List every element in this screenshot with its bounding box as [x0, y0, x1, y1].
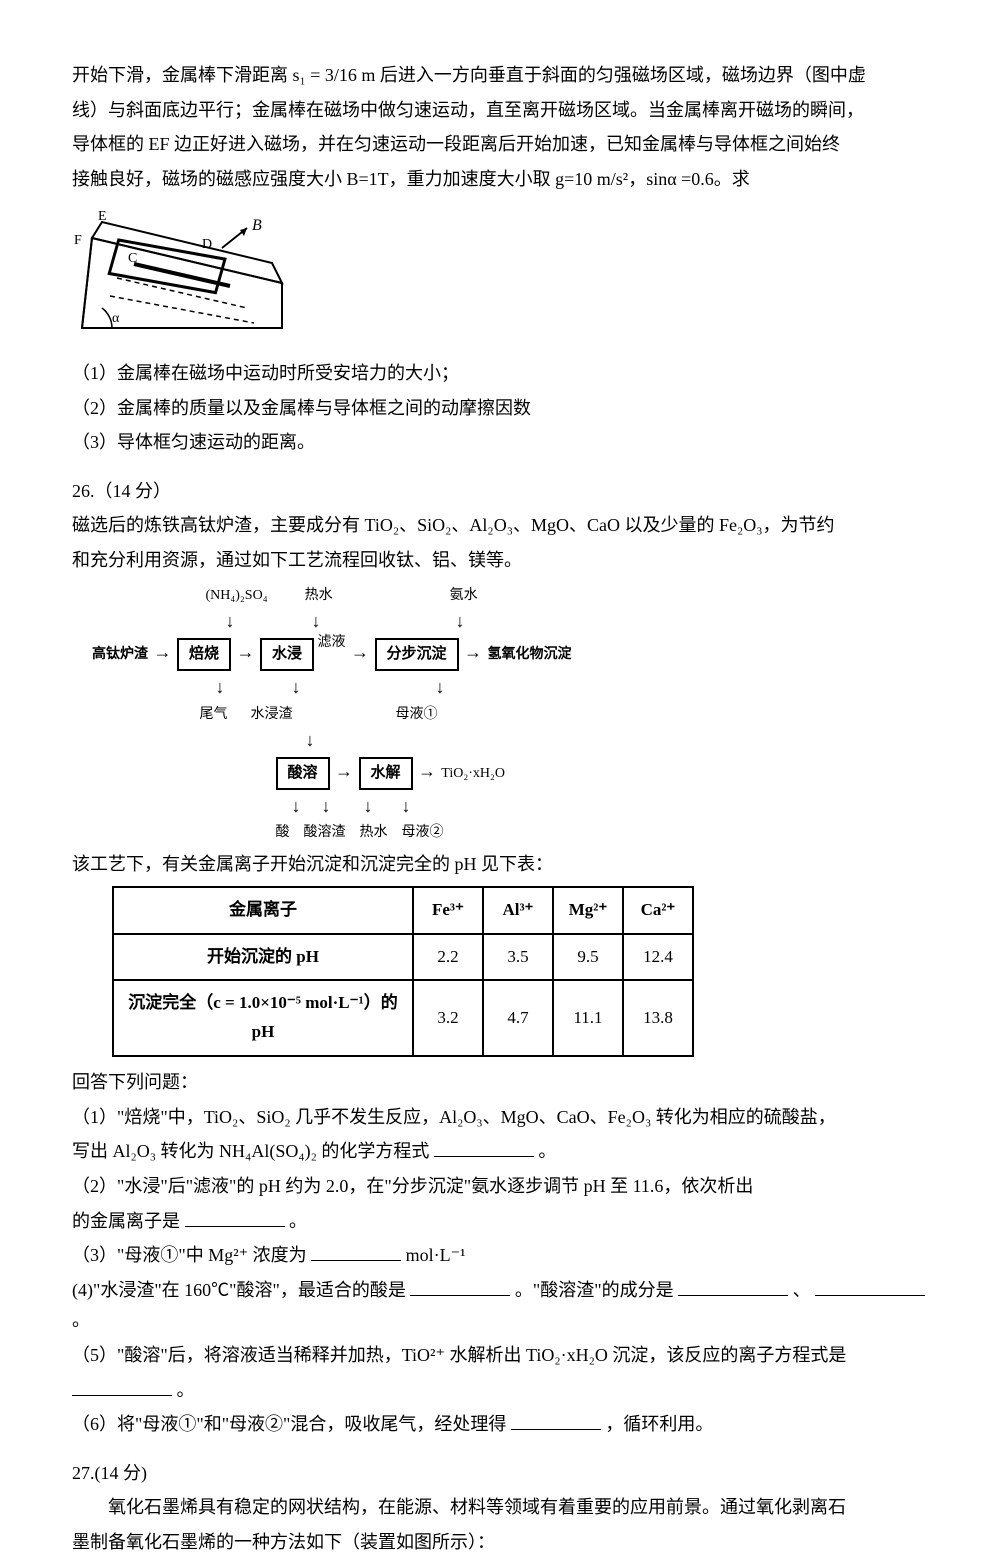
blank-a4-2 [678, 1278, 788, 1296]
q26-header: 26.（14 分） [72, 476, 928, 507]
flow-in-left: 高钛炉渣 [92, 647, 148, 662]
q26-a2a: （2）"水浸"后"滤液"的 pH 约为 2.0，在"分步沉淀"氨水逐步调节 pH… [72, 1171, 928, 1202]
th-ion: 金属离子 [113, 887, 413, 934]
q25-sub2: （2）金属棒的质量以及金属棒与导体框之间的动摩擦因数 [72, 393, 928, 424]
q26-a4-line: (4)"水浸渣"在 160℃"酸溶"，最适合的酸是 。"酸溶渣"的成分是 、 。 [72, 1275, 928, 1336]
q26-a2c: 。 [289, 1211, 307, 1231]
th-al: Al³⁺ [483, 887, 553, 934]
q27-line2: 墨制备氧化石墨烯的一种方法如下（装置如图所示）： [72, 1527, 928, 1558]
blank-a1 [434, 1139, 534, 1157]
q26-table-intro: 该工艺下，有关金属离子开始沉淀和沉淀完全的 pH 见下表： [72, 849, 928, 880]
flow-bottom-labels: 酸 酸溶渣 热水 母液② [276, 825, 444, 840]
flow-in-top1: (NH₄)₂SO₄ [206, 588, 268, 603]
r1-label: 开始沉淀的 pH [113, 934, 413, 981]
r2-ca: 13.8 [623, 980, 693, 1056]
blank-a4-3 [815, 1278, 925, 1296]
table-row: 开始沉淀的 pH 2.2 3.5 9.5 12.4 [113, 934, 693, 981]
q25-sub1: （1）金属棒在磁场中运动时所受安培力的大小； [72, 358, 928, 389]
q26-a1a: （1）"焙烧"中，TiO₂、SiO₂ 几乎不发生反应，Al₂O₃、MgO、CaO… [72, 1102, 928, 1133]
r2-mg: 11.1 [553, 980, 623, 1056]
label-D: D [202, 237, 212, 252]
q26-intro1: 磁选后的炼铁高钛炉渣，主要成分有 TiO₂、SiO₂、Al₂O₃、MgO、CaO… [72, 510, 928, 541]
q26-answer-header: 回答下列问题： [72, 1067, 928, 1098]
label-F: F [74, 233, 82, 248]
r2-al: 4.7 [483, 980, 553, 1056]
blank-a2 [185, 1209, 285, 1227]
q26-a5b: 。 [177, 1380, 195, 1400]
r1-ca: 12.4 [623, 934, 693, 981]
table-row: 沉淀完全（c = 1.0×10⁻⁵ mol·L⁻¹）的 pH 3.2 4.7 1… [113, 980, 693, 1056]
q25-line4: 接触良好，磁场的磁感应强度大小 B=1T，重力加速度大小取 g=10 m/s²，… [72, 164, 928, 195]
q26-a5-line: 。 [72, 1375, 928, 1406]
q26-a3a: （3）"母液①"中 Mg²⁺ 浓度为 [72, 1245, 307, 1265]
ion-ph-table: 金属离子 Fe³⁺ Al³⁺ Mg²⁺ Ca²⁺ 开始沉淀的 pH 2.2 3.… [112, 886, 694, 1058]
flow-tailgas: 尾气 [200, 707, 228, 722]
q25-sub3: （3）导体框匀速运动的距离。 [72, 427, 928, 458]
incline-diagram-svg: E F C D B α [72, 208, 292, 338]
q26-a2b: 的金属离子是 [72, 1211, 180, 1231]
q26-a4c: 、 [793, 1280, 811, 1300]
label-E: E [98, 209, 107, 224]
blank-a3 [311, 1243, 401, 1261]
r1-mg: 9.5 [553, 934, 623, 981]
q26-a4d: 。 [72, 1310, 90, 1330]
blank-a5 [72, 1378, 172, 1396]
q26-a1-line: 写出 Al₂O₃ 转化为 NH₄Al(SO₄)₂ 的化学方程式 。 [72, 1136, 928, 1167]
r1-al: 3.5 [483, 934, 553, 981]
label-B: B [252, 217, 262, 234]
flow-node-precip: 分步沉淀 [375, 638, 459, 671]
label-C: C [128, 251, 137, 266]
flow-in-top2: 热水 [305, 588, 333, 603]
q26-a3b: mol·L⁻¹ [406, 1245, 466, 1265]
table-row: 金属离子 Fe³⁺ Al³⁺ Mg²⁺ Ca²⁺ [113, 887, 693, 934]
blank-a4-1 [410, 1278, 510, 1296]
q26-a1b: 写出 Al₂O₃ 转化为 NH₄Al(SO₄)₂ 的化学方程式 [72, 1141, 429, 1161]
th-fe: Fe³⁺ [413, 887, 483, 934]
q26-a4b: 。"酸溶渣"的成分是 [515, 1280, 674, 1300]
q25-line3: 导体框的 EF 边正好进入磁场，并在匀速运动一段距离后开始加速，已知金属棒与导体… [72, 129, 928, 160]
q25-figure: E F C D B α [72, 208, 928, 348]
q26-a2-line: 的金属离子是 。 [72, 1206, 928, 1237]
th-ca: Ca²⁺ [623, 887, 693, 934]
flow-mother1: 母液① [396, 707, 438, 722]
q26-a6-line: （6）将"母液①"和"母液②"混合，吸收尾气，经处理得 ，循环利用。 [72, 1409, 928, 1440]
flow-out-hydroxide: 氢氧化物沉淀 [488, 647, 572, 662]
r2-fe: 3.2 [413, 980, 483, 1056]
flow-node-leach: 水浸 [260, 638, 314, 671]
label-alpha: α [112, 311, 120, 326]
flow-node-aciddissolve: 酸溶 [276, 757, 330, 790]
q25-line1: 开始下滑，金属棒下滑距离 s₁ = 3/16 m 后进入一方向垂直于斜面的匀强磁… [72, 60, 928, 91]
flow-node-hydrolysis: 水解 [359, 757, 413, 790]
q26-a3-line: （3）"母液①"中 Mg²⁺ 浓度为 mol·L⁻¹ [72, 1240, 928, 1271]
flow-node-roast: 焙烧 [177, 638, 231, 671]
flow-in-top3: 氨水 [450, 588, 478, 603]
q26-a5a: （5）"酸溶"后，将溶液适当稀释并加热，TiO²⁺ 水解析出 TiO₂·xH₂O… [72, 1340, 928, 1371]
flow-leach-residue: 水浸渣 [251, 707, 293, 722]
q26-a6b: ，循环利用。 [605, 1414, 713, 1434]
r1-fe: 2.2 [413, 934, 483, 981]
q27-header: 27.(14 分) [72, 1458, 928, 1489]
q26-flowchart: (NH₄)₂SO₄ 热水 氨水 ↓ ↓ ↓ 高钛炉渣 焙烧 水浸 滤液 分步沉淀… [72, 586, 928, 844]
blank-a6 [511, 1412, 601, 1430]
q25-line2: 线）与斜面底边平行；金属棒在磁场中做匀速运动，直至离开磁场区域。当金属棒离开磁场… [72, 95, 928, 126]
flow-mid-label: 滤液 [318, 635, 346, 650]
q26-a4a: (4)"水浸渣"在 160℃"酸溶"，最适合的酸是 [72, 1280, 406, 1300]
flow-out-tio2: TiO₂·xH₂O [441, 766, 505, 781]
r2-label: 沉淀完全（c = 1.0×10⁻⁵ mol·L⁻¹）的 pH [113, 980, 413, 1056]
q26-a1c: 。 [538, 1141, 556, 1161]
q26-a6a: （6）将"母液①"和"母液②"混合，吸收尾气，经处理得 [72, 1414, 506, 1434]
th-mg: Mg²⁺ [553, 887, 623, 934]
q26-intro2: 和充分利用资源，通过如下工艺流程回收钛、铝、镁等。 [72, 545, 928, 576]
